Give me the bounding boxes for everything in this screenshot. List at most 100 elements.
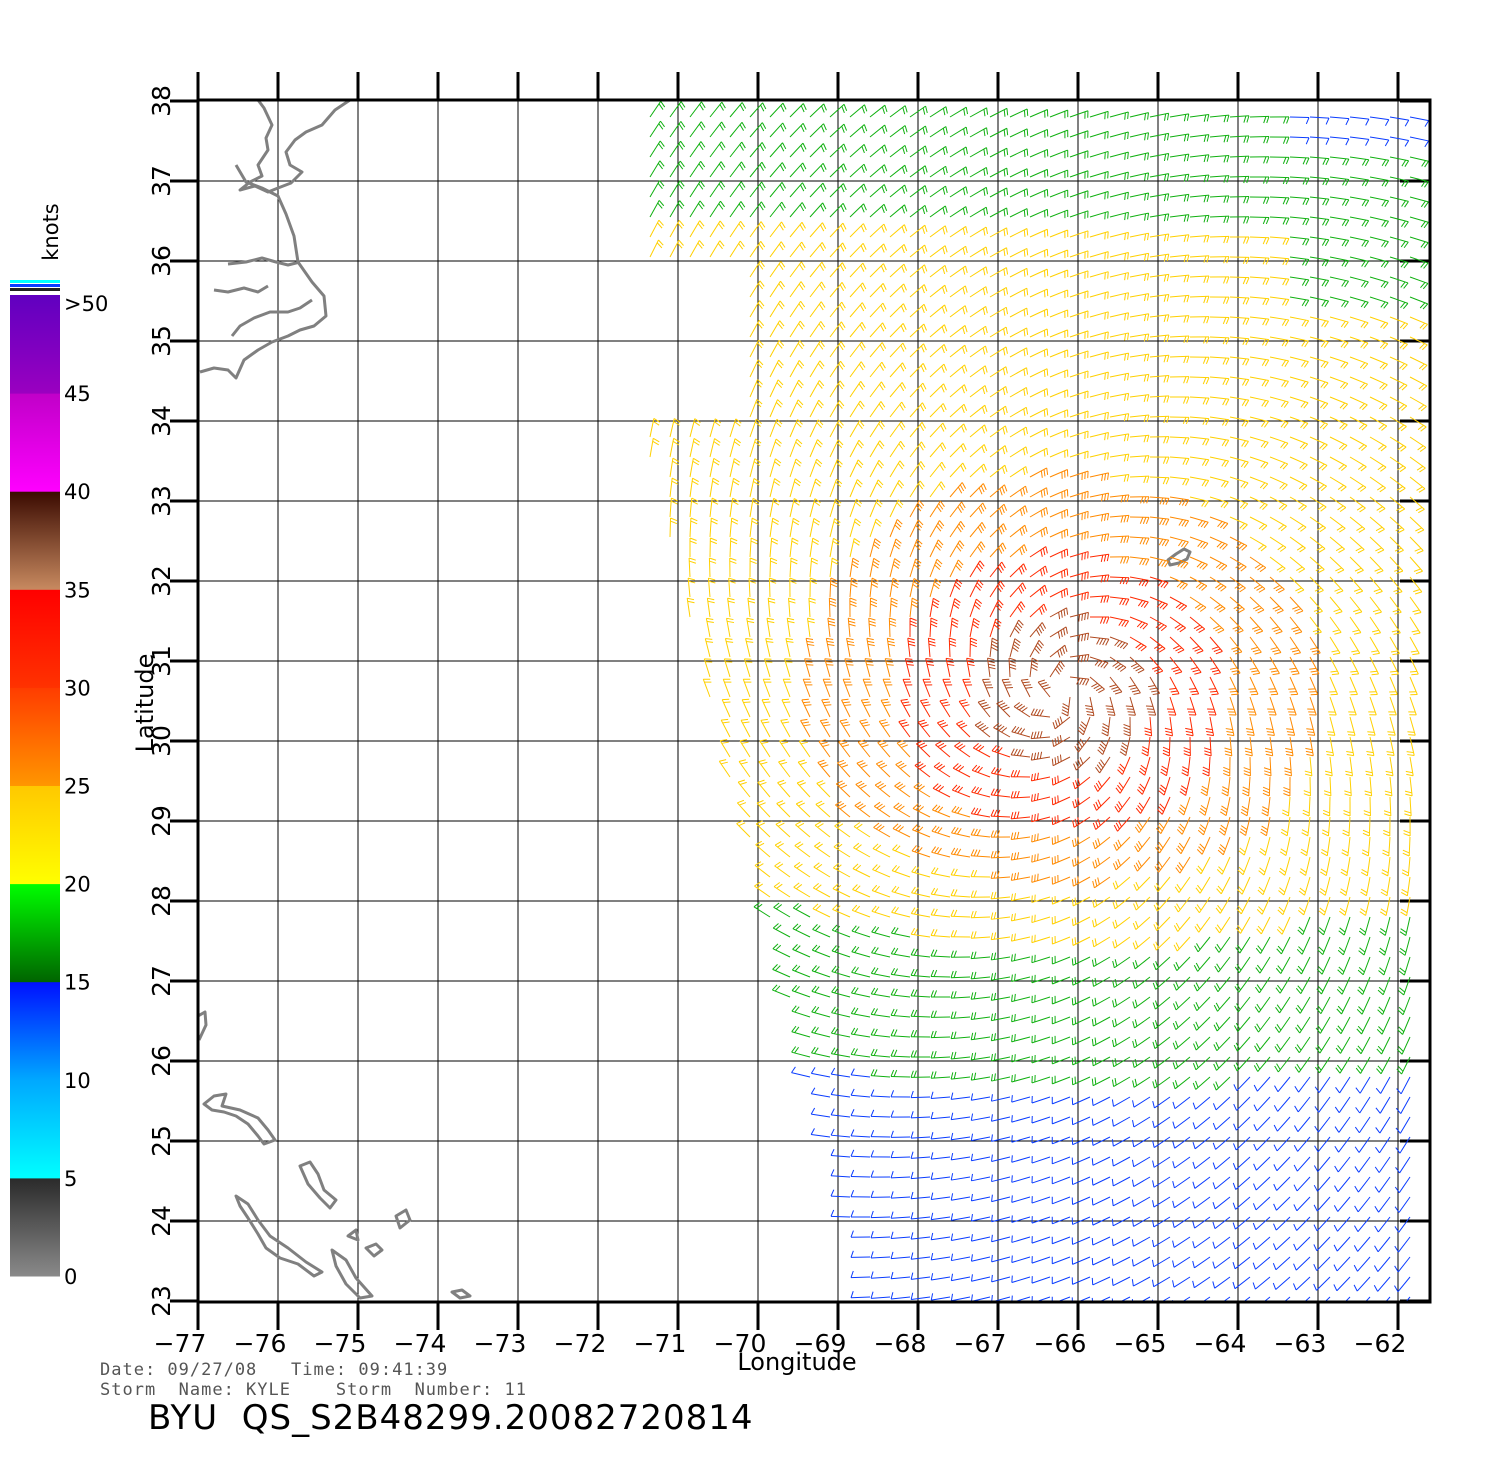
- wind-barb: [1129, 414, 1150, 423]
- wind-barb: [1011, 1115, 1031, 1123]
- wind-barb: [1192, 1076, 1211, 1090]
- wind-barb: [929, 442, 947, 458]
- wind-barb: [1232, 1256, 1251, 1270]
- wind-barb: [868, 617, 876, 638]
- wind-barb: [649, 239, 664, 258]
- wind-barb: [1269, 556, 1286, 573]
- wind-barb: [769, 300, 785, 318]
- wind-barb: [889, 323, 907, 338]
- wind-barb: [1069, 430, 1089, 440]
- wind-barb: [1112, 1016, 1131, 1028]
- wind-barb: [989, 366, 1008, 378]
- lon-tick-label: −62: [1354, 1329, 1407, 1358]
- wind-barb: [949, 617, 959, 638]
- wind-barb: [1289, 336, 1309, 348]
- wind-barb: [1349, 256, 1369, 268]
- wind-barb: [1169, 576, 1188, 590]
- wind-barb: [792, 903, 811, 918]
- wind-barb: [1405, 756, 1414, 777]
- wind-barb: [1133, 876, 1151, 891]
- wind-barb: [1234, 956, 1251, 973]
- wind-barb: [1267, 696, 1277, 716]
- wind-barb: [909, 145, 928, 158]
- wind-barb: [689, 537, 697, 558]
- wind-barb: [1051, 935, 1071, 945]
- wind-barb: [929, 106, 948, 118]
- wind-barb: [813, 862, 831, 878]
- wind-barb: [931, 825, 951, 838]
- wind-barb: [1031, 1156, 1051, 1164]
- wind-barb: [909, 165, 928, 178]
- wind-barb: [809, 261, 826, 278]
- wind-barb: [749, 320, 765, 338]
- wind-barb: [970, 910, 991, 919]
- wind-barb: [1357, 956, 1371, 976]
- wind-barb: [1051, 915, 1071, 925]
- wind-barb: [1329, 116, 1350, 126]
- colorbar-segment: [10, 393, 60, 492]
- wind-barb: [1029, 526, 1048, 538]
- wind-barb: [1274, 1016, 1291, 1033]
- wind-barb: [1269, 236, 1290, 246]
- wind-barb: [1273, 1136, 1291, 1152]
- wind-barb: [930, 1293, 951, 1301]
- wind-barb: [1189, 275, 1210, 283]
- wind-barb: [1349, 616, 1362, 635]
- wind-barb: [1394, 1176, 1411, 1193]
- wind-barb: [789, 340, 805, 358]
- wind-barb: [1212, 1296, 1231, 1302]
- wind-barb: [889, 362, 907, 378]
- wind-barb: [850, 1027, 871, 1038]
- wind-barb: [809, 557, 819, 578]
- wind-barb: [1131, 1176, 1151, 1188]
- wind-barb: [909, 105, 928, 118]
- wind-barb: [1329, 516, 1346, 533]
- wind-barb: [1249, 356, 1270, 367]
- wind-barb: [1349, 476, 1367, 492]
- wind-barb: [1071, 1016, 1091, 1026]
- wind-barb: [1091, 1116, 1111, 1126]
- wind-barb: [1389, 456, 1406, 473]
- wind-barb: [910, 1151, 931, 1159]
- colorbar-label: 35: [64, 578, 91, 602]
- wind-barb: [802, 678, 813, 698]
- wind-barb: [829, 183, 847, 198]
- wind-barb: [1049, 229, 1069, 239]
- wind-barb: [749, 339, 764, 358]
- wind-barb: [789, 162, 807, 178]
- bahamas-eleuthera: [298, 1160, 338, 1210]
- wind-barb: [1071, 1256, 1091, 1265]
- wind-barb: [870, 1069, 891, 1078]
- wind-barb: [829, 301, 846, 318]
- wind-barb: [1389, 236, 1409, 249]
- wind-barb: [1369, 416, 1388, 431]
- wind-barb: [1229, 476, 1249, 489]
- wind-barb: [1329, 416, 1348, 431]
- wind-barb: [1358, 916, 1371, 936]
- wind-barb: [1349, 636, 1361, 656]
- wind-barb: [909, 185, 928, 198]
- wind-barb: [929, 520, 945, 538]
- wind-barb: [776, 800, 791, 818]
- wind-barb: [1212, 1236, 1231, 1249]
- wind-barb: [1010, 831, 1031, 840]
- wind-barb: [1273, 1116, 1291, 1132]
- wind-barb: [810, 1067, 831, 1078]
- wind-barb: [1289, 416, 1309, 430]
- wind-barb: [930, 969, 951, 978]
- wind-barb: [1169, 396, 1190, 404]
- wind-barb: [989, 445, 1008, 458]
- colorbar-label: 25: [64, 775, 91, 799]
- wind-barb: [1189, 134, 1210, 142]
- wind-barb: [1173, 916, 1191, 932]
- wind-barb: [1403, 816, 1411, 837]
- wind-barb: [721, 698, 731, 718]
- wind-barb: [1289, 616, 1303, 635]
- wind-barb: [1031, 873, 1051, 883]
- wind-barb: [909, 441, 926, 458]
- wind-barb: [909, 224, 928, 238]
- wind-barb: [729, 240, 745, 258]
- wind-barb: [1009, 544, 1028, 558]
- wind-barb: [1109, 171, 1129, 180]
- wind-barb: [1269, 196, 1290, 205]
